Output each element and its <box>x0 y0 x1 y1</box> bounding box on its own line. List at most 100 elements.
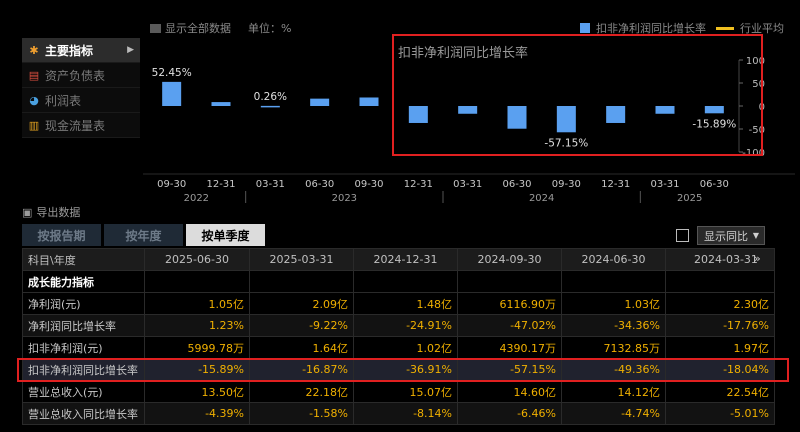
document-icon: ▤ <box>28 68 40 82</box>
menu-item-income-statement[interactable]: ◕ 利润表 <box>22 88 140 113</box>
table-cell: 22.18亿 <box>249 380 354 403</box>
bar[interactable] <box>556 106 576 133</box>
column-header[interactable]: 2024-03-31 <box>665 248 775 271</box>
table-cell: 2.30亿 <box>665 292 775 315</box>
bar[interactable] <box>260 105 280 108</box>
y-tick-label: 0 <box>759 102 765 113</box>
yoy-select[interactable]: 显示同比 ▼ <box>697 226 765 245</box>
more-columns-icon[interactable]: » <box>754 252 761 265</box>
column-header[interactable]: 2024-06-30 <box>561 248 666 271</box>
year-label: 2022 <box>184 193 209 204</box>
row-label: 扣非净利润(元) <box>22 336 145 359</box>
year-label: 2023 <box>332 193 357 204</box>
table-row[interactable]: 扣非净利润(元) 5999.78万 1.64亿 1.02亿 4390.17万 7132.8… <box>22 336 775 359</box>
data-label: -57.15% <box>544 137 588 149</box>
table-cell: 13.50亿 <box>144 380 250 403</box>
table-cell: 6116.90万 <box>457 292 562 315</box>
column-header[interactable]: 2025-06-30 <box>144 248 250 271</box>
yoy-select-value: 显示同比 <box>704 229 748 243</box>
row-label: 营业总收入(元) <box>22 380 145 403</box>
tab-by-report-period[interactable]: 按报告期 <box>22 224 101 246</box>
tab-by-year[interactable]: 按年度 <box>104 224 183 246</box>
table-cell: 1.05亿 <box>144 292 250 315</box>
y-tick-label: 100 <box>746 56 765 67</box>
bar[interactable] <box>704 106 724 114</box>
tab-by-quarter[interactable]: 按单季度 <box>186 224 265 246</box>
legend-bar-swatch <box>580 23 590 33</box>
data-label: -15.89% <box>692 118 736 130</box>
x-tick-label: 09-30 <box>354 179 383 190</box>
yoy-checkbox[interactable] <box>676 229 689 242</box>
bar[interactable] <box>655 106 675 114</box>
bar-chart-svg: 100 50 0 -50 -100 09-30 12-31 03-31 06-30 09-30 12… <box>143 40 795 205</box>
table-cell <box>249 270 354 293</box>
table-row[interactable]: 扣非净利润同比增长率 -15.89% -16.87% -36.91% -57.15% -4… <box>22 358 775 381</box>
table-cell: -9.22% <box>249 314 354 337</box>
bar[interactable] <box>507 106 527 129</box>
table-cell: 1.23% <box>144 314 250 337</box>
bar[interactable] <box>211 102 231 106</box>
column-header: 科目\年度 <box>22 248 145 271</box>
export-data-button[interactable]: ▣ 导出数据 <box>22 204 80 220</box>
table-cell: -6.46% <box>457 402 562 425</box>
x-tick-label: 03-31 <box>256 179 285 190</box>
table-cell: 1.64亿 <box>249 336 354 359</box>
table-cell: 14.12亿 <box>561 380 666 403</box>
financial-table: 科目\年度 2025-06-30 2025-03-31 2024-12-31 2… <box>22 248 775 425</box>
bar[interactable] <box>310 98 330 106</box>
x-tick-label: 12-31 <box>206 179 235 190</box>
x-tick-label: 09-30 <box>157 179 186 190</box>
x-tick-label: 06-30 <box>700 179 729 190</box>
monitor-icon <box>150 23 161 33</box>
column-header[interactable]: 2025-03-31 <box>249 248 354 271</box>
x-tick-label: 12-31 <box>404 179 433 190</box>
menu-item-main-indicators[interactable]: ✱ 主要指标 ▶ <box>22 38 140 63</box>
menu-item-balance-sheet[interactable]: ▤ 资产负债表 <box>22 63 140 88</box>
chart-legend: 扣非净利润同比增长率 行业平均 <box>580 20 784 36</box>
bar[interactable] <box>359 97 379 106</box>
bar[interactable] <box>606 106 626 123</box>
bar[interactable] <box>162 81 182 106</box>
show-all-data-toggle[interactable]: 显示全部数据 <box>150 20 231 36</box>
chart-background <box>143 40 795 205</box>
y-tick-label: -50 <box>749 125 765 136</box>
table-row[interactable]: 净利润同比增长率 1.23% -9.22% -24.91% -47.02% -34.36%… <box>22 314 775 337</box>
year-label: 2024 <box>529 193 554 204</box>
menu-item-cash-flow[interactable]: ▥ 现金流量表 <box>22 113 140 138</box>
row-label: 净利润(元) <box>22 292 145 315</box>
bar[interactable] <box>408 106 428 123</box>
row-label: 扣非净利润同比增长率 <box>22 358 145 381</box>
table-cell: 4390.17万 <box>457 336 562 359</box>
table-row[interactable]: 营业总收入(元) 13.50亿 22.18亿 15.07亿 14.60亿 14.12亿 22… <box>22 380 775 403</box>
column-header[interactable]: 2024-12-31 <box>353 248 458 271</box>
legend-line-swatch <box>716 26 734 30</box>
table-row[interactable]: 营业总收入同比增长率 -4.39% -1.58% -8.14% -6.46% -4.74%… <box>22 402 775 425</box>
table-cell: 15.07亿 <box>353 380 458 403</box>
growth-chart: 100 50 0 -50 -100 09-30 12-31 03-31 06-30 09-30 12… <box>143 40 795 205</box>
chevron-down-icon: ▼ <box>752 231 759 240</box>
x-tick-label: 12-31 <box>601 179 630 190</box>
table-header-row: 科目\年度 2025-06-30 2025-03-31 2024-12-31 2… <box>22 248 775 271</box>
table-row[interactable]: 成长能力指标 <box>22 270 775 293</box>
period-tabs: 按报告期 按年度 按单季度 <box>22 224 265 246</box>
table-cell: -17.76% <box>665 314 775 337</box>
chevron-right-icon: ▶ <box>127 45 134 55</box>
table-cell: 1.03亿 <box>561 292 666 315</box>
indicator-menu: ✱ 主要指标 ▶ ▤ 资产负债表 ◕ 利润表 ▥ 现金流量表 <box>22 38 140 140</box>
year-label: 2025 <box>677 193 702 204</box>
table-cell: -24.91% <box>353 314 458 337</box>
chart-toolbar: 显示全部数据 单位：% 扣非净利润同比增长率 行业平均 <box>0 0 800 40</box>
table-row[interactable]: 净利润(元) 1.05亿 2.09亿 1.48亿 6116.90万 1.03亿 2.30亿 <box>22 292 775 315</box>
yoy-controls: 显示同比 ▼ <box>676 226 765 245</box>
x-tick-label: 03-31 <box>650 179 679 190</box>
legend-bar-label: 扣非净利润同比增长率 <box>596 22 706 35</box>
x-tick-label: 06-30 <box>305 179 334 190</box>
y-tick-label: -100 <box>742 148 765 159</box>
table-cell: -5.01% <box>665 402 775 425</box>
table-cell <box>353 270 458 293</box>
column-header[interactable]: 2024-09-30 <box>457 248 562 271</box>
table-cell: -4.39% <box>144 402 250 425</box>
bar[interactable] <box>458 106 478 114</box>
table-cell: 1.48亿 <box>353 292 458 315</box>
table-cell: 2.09亿 <box>249 292 354 315</box>
